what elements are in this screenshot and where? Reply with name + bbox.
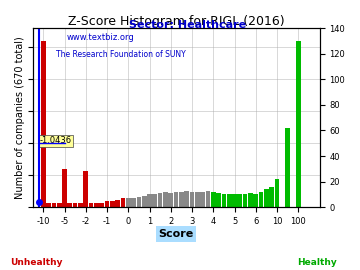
Bar xyxy=(238,194,242,207)
Bar xyxy=(41,41,46,207)
Bar xyxy=(62,169,67,207)
Bar xyxy=(99,204,104,207)
Bar xyxy=(126,198,131,207)
Bar xyxy=(264,189,269,207)
Bar xyxy=(158,193,162,207)
Text: -1.0436: -1.0436 xyxy=(40,136,72,145)
Bar xyxy=(221,194,226,207)
Bar xyxy=(78,204,83,207)
Bar xyxy=(243,194,247,207)
Text: www.textbiz.org: www.textbiz.org xyxy=(67,33,135,42)
Bar xyxy=(200,192,205,207)
Bar xyxy=(94,204,99,207)
Text: Sector: Healthcare: Sector: Healthcare xyxy=(129,20,246,30)
Bar xyxy=(46,204,51,207)
Bar xyxy=(57,204,62,207)
Bar xyxy=(195,192,200,207)
Text: The Research Foundation of SUNY: The Research Foundation of SUNY xyxy=(55,49,185,59)
Bar xyxy=(248,193,253,207)
Bar xyxy=(190,192,194,207)
Bar xyxy=(73,204,77,207)
Bar xyxy=(184,191,189,207)
Bar xyxy=(51,204,56,207)
Bar xyxy=(259,192,264,207)
Bar xyxy=(142,196,147,207)
Bar xyxy=(211,192,216,207)
Text: Unhealthy: Unhealthy xyxy=(10,258,62,266)
Bar xyxy=(153,194,157,207)
Bar xyxy=(253,194,258,207)
Bar xyxy=(275,179,279,207)
Bar xyxy=(84,171,88,207)
Bar xyxy=(227,194,231,207)
Bar xyxy=(147,194,152,207)
Bar xyxy=(269,187,274,207)
Bar xyxy=(232,194,237,207)
Bar xyxy=(121,198,125,207)
Bar xyxy=(131,198,136,207)
Bar xyxy=(174,192,179,207)
Bar xyxy=(110,201,115,207)
Bar xyxy=(89,204,93,207)
Text: Healthy: Healthy xyxy=(297,258,337,266)
Bar xyxy=(206,191,210,207)
Bar xyxy=(285,128,290,207)
Bar xyxy=(296,41,301,207)
Bar xyxy=(105,201,109,207)
Bar xyxy=(179,192,184,207)
Bar xyxy=(136,197,141,207)
Y-axis label: Number of companies (670 total): Number of companies (670 total) xyxy=(15,36,25,199)
Bar xyxy=(67,204,72,207)
Title: Z-Score Histogram for RIGL (2016): Z-Score Histogram for RIGL (2016) xyxy=(68,15,284,28)
X-axis label: Score: Score xyxy=(158,229,194,239)
Bar xyxy=(216,193,221,207)
Bar xyxy=(168,193,173,207)
Bar xyxy=(115,200,120,207)
Bar xyxy=(163,192,168,207)
